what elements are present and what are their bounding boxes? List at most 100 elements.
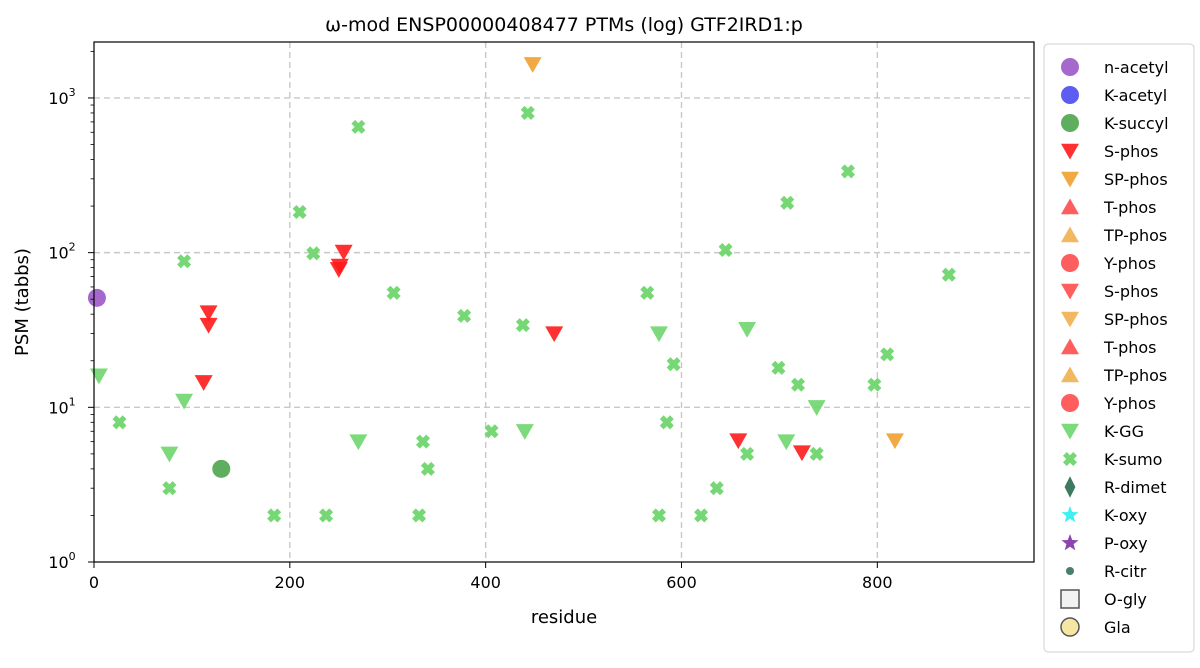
point-k-gg: [89, 368, 108, 385]
legend-frame: [1043, 43, 1195, 653]
legend-label: SP-phos: [1104, 310, 1168, 329]
legend-label: TP-phos: [1103, 366, 1167, 385]
point-k-sumo: [412, 508, 427, 523]
point-k-sumo: [740, 446, 755, 461]
legend-marker-k-gg: [1061, 423, 1079, 440]
point-k-gg: [175, 393, 194, 410]
point-k-sumo: [319, 508, 334, 523]
grid: [94, 42, 1034, 562]
point-k-sumo: [941, 267, 956, 282]
legend-marker-k-oxy: [1061, 506, 1079, 523]
legend-marker-k-succyl: [1061, 114, 1079, 132]
point-k-sumo: [306, 246, 321, 261]
legend-label: T-phos: [1103, 198, 1157, 217]
legend-marker-gla: [1060, 617, 1080, 637]
point-k-sumo: [651, 508, 666, 523]
point-k-sumo: [709, 481, 724, 496]
point-s-phos: [199, 317, 218, 334]
point-k-sumo: [484, 424, 499, 439]
legend-marker-t-phos: [1061, 338, 1079, 355]
point-k-sumo: [457, 308, 472, 323]
point-k-gg: [738, 321, 757, 338]
legend-label: O-gly: [1104, 590, 1147, 609]
point-k-sumo: [771, 360, 786, 375]
axes: 0 200 400 600 800 100 101 102 103: [48, 50, 893, 592]
data-points: [87, 57, 956, 523]
legend-label: K-acetyl: [1104, 86, 1167, 105]
plot-area: [93, 41, 1035, 563]
legend-label: Y-phos: [1103, 254, 1156, 273]
legend-marker-sp-phos: [1061, 311, 1079, 328]
legend: n-acetyl K-acetyl K-succyl S-phos SP-phos T-p…: [1043, 43, 1195, 653]
legend-label: T-phos: [1103, 338, 1157, 357]
point-k-sumo: [880, 347, 895, 362]
y-tick-label: 101: [48, 395, 75, 417]
point-s-phos: [334, 244, 353, 261]
legend-marker-s-phos: [1061, 143, 1079, 160]
x-tick-label: 800: [862, 573, 893, 592]
point-s-phos: [199, 305, 218, 322]
legend-label: R-dimet: [1104, 478, 1167, 497]
point-s-phos: [545, 326, 564, 343]
point-k-sumo: [840, 164, 855, 179]
point-k-sumo: [177, 254, 192, 269]
point-k-gg: [515, 424, 534, 440]
point-k-gg: [349, 434, 368, 451]
legend-label: TP-phos: [1103, 226, 1167, 245]
y-tick-label: 100: [48, 550, 75, 572]
legend-label: S-phos: [1104, 282, 1158, 301]
point-k-sumo: [112, 415, 127, 430]
point-k-sumo: [415, 434, 431, 449]
legend-marker-r-citr: [1065, 566, 1075, 576]
point-k-sumo: [162, 481, 177, 496]
point-k-sumo: [420, 461, 435, 476]
legend-marker-tp-phos: [1061, 366, 1079, 383]
legend-label: S-phos: [1104, 142, 1158, 161]
x-tick-label: 400: [470, 573, 501, 592]
point-k-sumo: [351, 119, 366, 134]
legend-label: P-oxy: [1104, 534, 1148, 553]
point-k-sumo: [659, 415, 674, 430]
legend-marker-k-acetyl: [1061, 86, 1079, 104]
x-axis-label: residue: [531, 607, 597, 628]
legend-label: R-citr: [1104, 562, 1147, 581]
point-k-gg: [807, 400, 826, 416]
x-tick-label: 0: [89, 573, 99, 592]
legend-label: SP-phos: [1104, 170, 1168, 189]
y-tick-label: 103: [48, 86, 75, 108]
point-k-sumo: [791, 377, 806, 392]
point-k-sumo: [520, 105, 535, 120]
point-n-acetyl: [87, 288, 106, 307]
y-axis-label: PSM (tabbs): [12, 248, 33, 356]
legend-marker-n-acetyl: [1061, 58, 1079, 76]
point-sp-phos: [885, 433, 904, 450]
legend-marker-tp-phos: [1061, 226, 1079, 243]
x-tick-label: 200: [275, 573, 306, 592]
point-k-sumo: [515, 318, 530, 333]
legend-marker-k-sumo: [1062, 451, 1078, 467]
point-k-sumo: [267, 508, 282, 523]
legend-marker-y-phos: [1061, 254, 1079, 272]
legend-label: K-succyl: [1104, 114, 1169, 133]
point-k-sumo: [694, 508, 709, 523]
legend-marker-y-phos: [1061, 394, 1079, 412]
point-k-sumo: [780, 195, 795, 210]
chart-title: ω-mod ENSP00000408477 PTMs (log) GTF2IRD…: [325, 14, 803, 36]
point-k-sumo: [718, 242, 733, 258]
point-s-phos: [792, 445, 811, 462]
y-tick-label: 102: [48, 241, 75, 263]
legend-label: Gla: [1104, 618, 1131, 637]
x-tick-label: 600: [666, 573, 697, 592]
point-k-sumo: [640, 285, 655, 300]
point-k-succyl: [212, 459, 231, 478]
point-k-sumo: [666, 357, 681, 372]
legend-label: K-sumo: [1104, 450, 1162, 469]
legend-label: Y-phos: [1103, 394, 1156, 413]
point-s-phos: [330, 258, 349, 275]
point-k-gg: [160, 446, 179, 463]
point-k-sumo: [292, 205, 307, 220]
legend-marker-p-oxy: [1061, 534, 1079, 551]
point-k-sumo: [386, 285, 401, 300]
